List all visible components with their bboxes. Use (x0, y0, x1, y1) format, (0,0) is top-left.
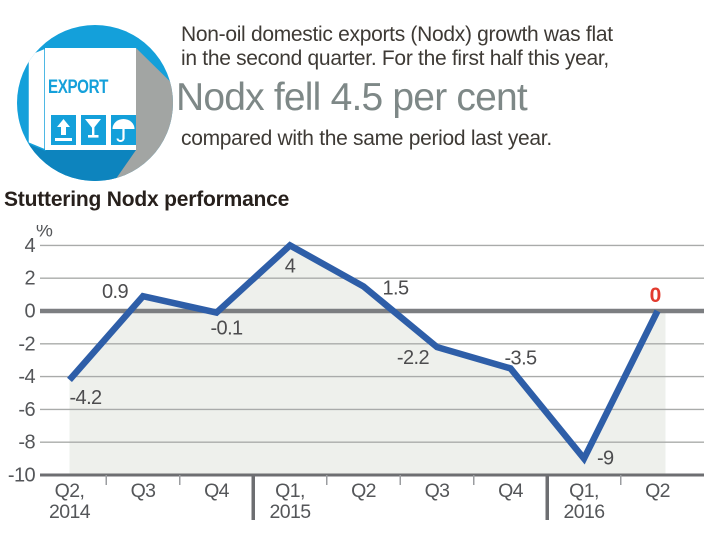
y-axis-unit: % (36, 225, 53, 241)
x-axis-label: Q4 (204, 480, 230, 502)
chart-title: Stuttering Nodx performance (4, 188, 290, 211)
export-text: EXPORT (48, 77, 109, 98)
x-axis-label: Q2 (351, 480, 376, 502)
export-box-icon: EXPORT (0, 0, 190, 195)
fragile-glass-icon (81, 115, 106, 145)
umbrella-icon (111, 115, 136, 145)
x-axis-label: Q1, 2015 (270, 480, 312, 523)
export-icon-svg: EXPORT (17, 25, 173, 181)
x-axis-label: Q3 (131, 480, 156, 502)
intro-line-1: Non-oil domestic exports (Nodx) growth w… (181, 23, 613, 46)
y-axis-tick-label: -10 (8, 465, 36, 487)
data-point-label: 1.5 (383, 277, 409, 299)
headline: Nodx fell 4.5 per cent (176, 76, 528, 119)
x-axis-label: Q2, 2014 (49, 480, 91, 523)
x-axis-label: Q1, 2016 (564, 480, 605, 523)
box-shadow-blue (17, 144, 136, 181)
data-point-label: -4.2 (70, 387, 103, 409)
data-line (67, 241, 661, 465)
data-point-label: -0.1 (211, 318, 244, 340)
y-axis-tick-label: -2 (18, 333, 35, 355)
x-axis-label: Q3 (425, 480, 450, 502)
intro-paragraph: Non-oil domestic exports (Nodx) growth w… (181, 23, 613, 70)
y-axis-tick-label: -4 (18, 366, 35, 388)
nodx-line-chart: 4 2 0 -2 -4 -6 -8 -10% Q2, 2014 Q3 Q4 Q1, 2015 Q2 Q3 Q4 Q… (8, 225, 704, 523)
y-axis-tick-label: 0 (24, 301, 35, 323)
data-point-label: 0 (650, 284, 662, 307)
data-point-label: 4 (285, 255, 296, 277)
arrow-up-icon (51, 115, 76, 145)
intro-line-2: in the second quarter. For the first hal… (181, 46, 609, 70)
y-axis-tick-label: -8 (18, 432, 35, 454)
y-axis-tick-label: 4 (24, 235, 35, 257)
box-side-face (27, 46, 46, 152)
x-axis-label: Q2 (645, 480, 670, 502)
y-axis-tick-label: -6 (18, 399, 35, 421)
subline: compared with the same period last year. (181, 127, 552, 150)
y-axis-tick-label: 2 (24, 268, 35, 290)
data-point-label: 0.9 (102, 281, 128, 303)
data-point-label: -9 (597, 448, 614, 470)
data-point-label: -2.2 (397, 347, 430, 369)
area-fill (69, 245, 666, 475)
x-axis-label: Q4 (498, 480, 524, 502)
data-point-label: -3.5 (505, 347, 538, 369)
